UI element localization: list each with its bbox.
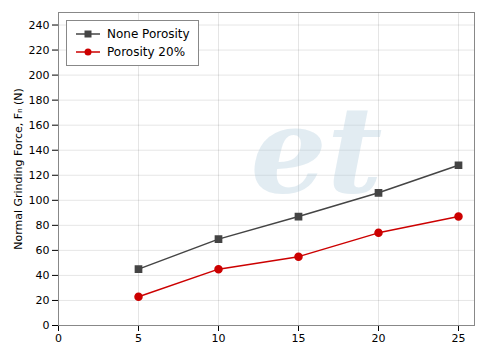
svg-text:240: 240 (29, 19, 50, 32)
svg-text:et: et (251, 79, 383, 220)
svg-text:140: 140 (29, 144, 50, 157)
svg-text:15: 15 (292, 332, 306, 345)
svg-text:160: 160 (29, 119, 50, 132)
svg-text:200: 200 (29, 69, 50, 82)
svg-text:Normal Grinding Force, Fₙ (N): Normal Grinding Force, Fₙ (N) (12, 88, 25, 250)
svg-text:10: 10 (212, 332, 226, 345)
svg-text:60: 60 (36, 244, 50, 257)
svg-text:220: 220 (29, 44, 50, 57)
svg-text:5: 5 (135, 332, 142, 345)
html-text:None Porosity: None Porosity (107, 27, 190, 41)
svg-text:100: 100 (29, 194, 50, 207)
svg-text:25: 25 (452, 332, 466, 345)
svg-text:0: 0 (43, 319, 50, 332)
svg-text:180: 180 (29, 94, 50, 107)
html-text:Porosity 20%: Porosity 20% (107, 45, 185, 59)
svg-text:80: 80 (36, 219, 50, 232)
svg-text:20: 20 (36, 294, 50, 307)
svg-text:0: 0 (55, 332, 62, 345)
svg-text:120: 120 (29, 169, 50, 182)
svg-text:20: 20 (372, 332, 386, 345)
svg-text:40: 40 (36, 269, 50, 282)
